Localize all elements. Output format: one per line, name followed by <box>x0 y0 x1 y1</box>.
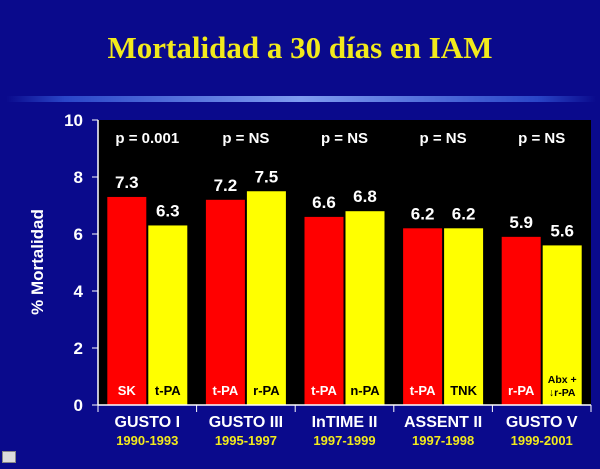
p-value-label: p = 0.001 <box>115 130 179 147</box>
bar <box>444 228 484 405</box>
bar-inside-label: t-PA <box>213 383 239 398</box>
p-value-label: p = NS <box>222 130 269 147</box>
bar-value-label: 5.9 <box>509 213 533 232</box>
chart-title: Mortalidad a 30 días en IAM <box>107 30 493 65</box>
bar <box>107 196 147 405</box>
bar-inside-label: SK <box>118 383 137 398</box>
bar-value-label: 7.2 <box>214 176 238 195</box>
bar <box>304 216 344 405</box>
bar <box>345 211 385 405</box>
y-tick-label: 6 <box>74 225 83 244</box>
bar <box>205 199 245 405</box>
y-axis-label: % Mortalidad <box>28 209 47 315</box>
bar-inside-label: r-PA <box>508 383 535 398</box>
x-category-years: 1990-1993 <box>116 433 178 448</box>
bar-value-label: 6.2 <box>452 204 476 223</box>
bar-value-label: 6.3 <box>156 201 180 220</box>
bar-value-label: 6.8 <box>353 187 377 206</box>
title-divider <box>6 96 596 102</box>
bar-value-label: 7.3 <box>115 173 139 192</box>
bar-inside-label: r-PA <box>253 383 280 398</box>
p-value-label: p = NS <box>518 130 565 147</box>
x-category-label: ASSENT II <box>404 414 482 431</box>
bar-inside-label: TNK <box>450 383 477 398</box>
x-category-years: 1999-2001 <box>511 433 573 448</box>
bar-value-label: 7.5 <box>255 167 279 186</box>
y-tick-label: 0 <box>74 396 83 415</box>
bar-inside-label: Abx + <box>548 374 577 386</box>
bar-inside-label: t-PA <box>311 383 337 398</box>
bar-value-label: 6.2 <box>411 204 435 223</box>
x-category-years: 1995-1997 <box>215 433 277 448</box>
x-category-label: GUSTO I <box>115 414 181 431</box>
bar-inside-label: ↓r-PA <box>549 387 576 399</box>
y-tick-label: 4 <box>74 282 84 301</box>
p-value-label: p = NS <box>321 130 368 147</box>
bar <box>246 191 286 405</box>
y-tick-label: 8 <box>74 168 83 187</box>
p-value-label: p = NS <box>420 130 467 147</box>
slide-nav-icon[interactable] <box>2 451 16 463</box>
bar <box>403 228 443 405</box>
bar-value-label: 5.6 <box>550 221 574 240</box>
bar-value-label: 6.6 <box>312 193 336 212</box>
y-tick-label: 10 <box>64 111 83 130</box>
bar <box>542 245 582 405</box>
y-tick-label: 2 <box>74 339 83 358</box>
bar-inside-label: t-PA <box>155 383 181 398</box>
bar-inside-label: t-PA <box>410 383 436 398</box>
x-category-years: 1997-1998 <box>412 433 474 448</box>
bar-inside-label: n-PA <box>350 383 380 398</box>
bar <box>148 225 188 405</box>
x-category-label: GUSTO V <box>506 414 578 431</box>
x-category-label: InTIME II <box>312 414 378 431</box>
x-category-label: GUSTO III <box>209 414 283 431</box>
x-category-years: 1997-1999 <box>313 433 375 448</box>
bar <box>501 236 541 405</box>
